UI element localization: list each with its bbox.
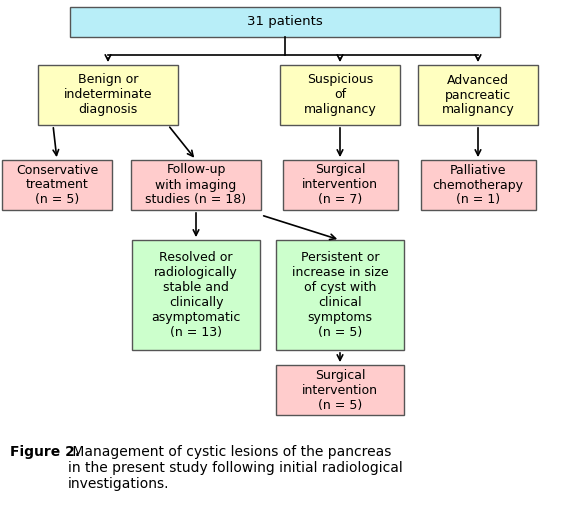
- Text: 31 patients: 31 patients: [247, 16, 323, 28]
- FancyBboxPatch shape: [276, 240, 404, 350]
- FancyBboxPatch shape: [276, 365, 404, 415]
- FancyBboxPatch shape: [70, 7, 500, 37]
- Text: Surgical
intervention
(n = 7): Surgical intervention (n = 7): [302, 163, 378, 206]
- Text: Advanced
pancreatic
malignancy: Advanced pancreatic malignancy: [441, 74, 514, 117]
- Text: Figure 2.: Figure 2.: [10, 445, 80, 459]
- FancyBboxPatch shape: [38, 65, 178, 125]
- Text: Conservative
treatment
(n = 5): Conservative treatment (n = 5): [16, 163, 98, 206]
- Text: Palliative
chemotherapy
(n = 1): Palliative chemotherapy (n = 1): [432, 163, 524, 206]
- Text: Management of cystic lesions of the pancreas
in the present study following init: Management of cystic lesions of the panc…: [68, 445, 403, 491]
- Text: Resolved or
radiologically
stable and
clinically
asymptomatic
(n = 13): Resolved or radiologically stable and cl…: [151, 251, 241, 339]
- Text: Follow-up
with imaging
studies (n = 18): Follow-up with imaging studies (n = 18): [146, 163, 247, 206]
- FancyBboxPatch shape: [131, 160, 261, 210]
- Text: Surgical
intervention
(n = 5): Surgical intervention (n = 5): [302, 369, 378, 412]
- FancyBboxPatch shape: [2, 160, 112, 210]
- FancyBboxPatch shape: [418, 65, 538, 125]
- Text: Benign or
indeterminate
diagnosis: Benign or indeterminate diagnosis: [64, 74, 152, 117]
- Text: Persistent or
increase in size
of cyst with
clinical
symptoms
(n = 5): Persistent or increase in size of cyst w…: [292, 251, 388, 339]
- FancyBboxPatch shape: [280, 65, 400, 125]
- FancyBboxPatch shape: [132, 240, 260, 350]
- FancyBboxPatch shape: [283, 160, 397, 210]
- Text: Suspicious
of
malignancy: Suspicious of malignancy: [304, 74, 376, 117]
- FancyBboxPatch shape: [420, 160, 536, 210]
